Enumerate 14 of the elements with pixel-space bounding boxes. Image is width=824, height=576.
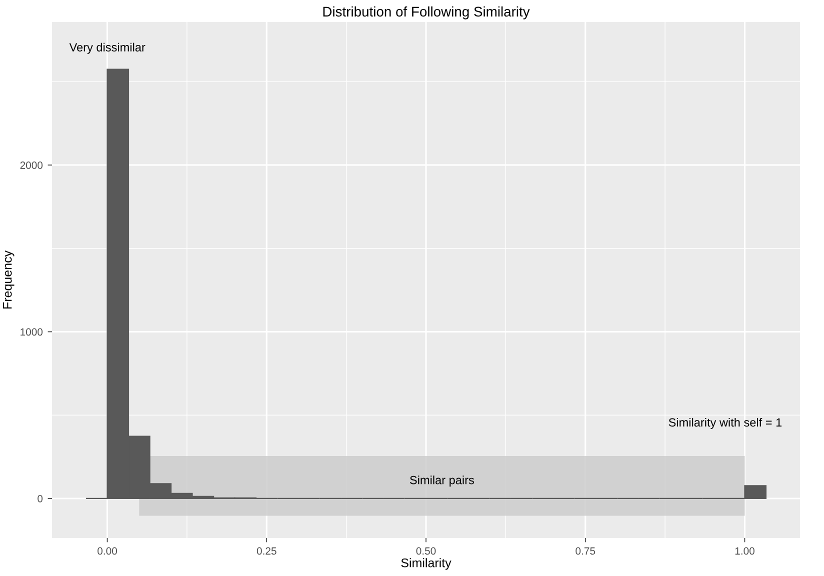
x-axis-title: Similarity <box>401 558 452 570</box>
chart-title: Distribution of Following Similarity <box>323 6 530 20</box>
annotation: Similarity with self = 1 <box>668 418 782 429</box>
x-tick-label: 0.25 <box>256 547 276 555</box>
x-tick-label: 0.50 <box>416 547 436 555</box>
y-axis-title: Frequency <box>3 250 14 308</box>
y-tick-label: 0 <box>38 494 43 502</box>
x-tick-label: 1.00 <box>735 547 754 555</box>
y-tick-label: 1000 <box>20 328 43 336</box>
band-label: Similar pairs <box>410 476 474 487</box>
annotation: Very dissimilar <box>69 42 146 54</box>
y-tick-label: 2000 <box>20 162 43 169</box>
x-tick-label: 0.00 <box>98 547 117 555</box>
x-tick-label: 0.75 <box>576 547 596 555</box>
